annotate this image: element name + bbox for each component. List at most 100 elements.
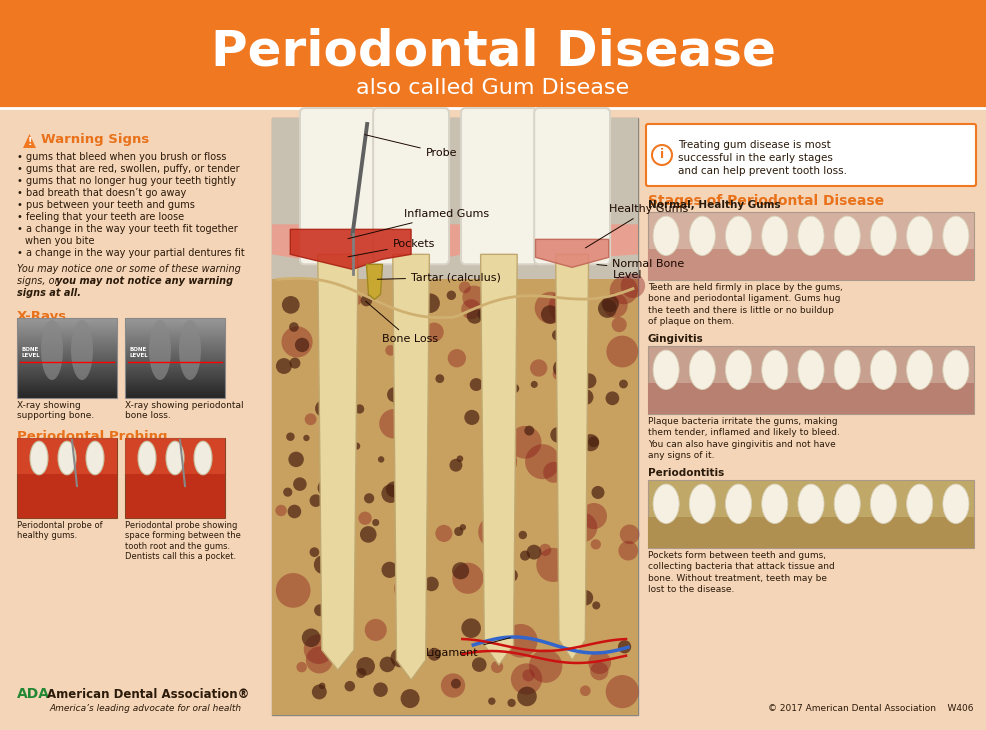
Bar	[17, 385, 117, 386]
Circle shape	[382, 561, 397, 578]
Bar	[125, 327, 225, 328]
Bar	[17, 366, 117, 367]
Circle shape	[435, 525, 453, 542]
Bar	[648, 518, 974, 548]
Bar	[0, 0, 986, 108]
Bar	[125, 397, 225, 398]
Bar	[17, 370, 117, 371]
Circle shape	[496, 330, 509, 342]
Bar	[17, 319, 117, 320]
Bar	[17, 335, 117, 336]
FancyBboxPatch shape	[646, 124, 976, 186]
Circle shape	[358, 512, 372, 525]
Bar	[125, 348, 225, 349]
Circle shape	[295, 338, 310, 352]
Circle shape	[315, 604, 326, 616]
Circle shape	[447, 291, 457, 300]
Text: © 2017 American Dental Association    W406: © 2017 American Dental Association W406	[768, 704, 974, 713]
Circle shape	[424, 577, 439, 591]
Bar	[17, 330, 117, 331]
Circle shape	[605, 391, 619, 405]
Bar	[17, 354, 117, 355]
Circle shape	[560, 583, 574, 596]
Bar	[17, 392, 117, 393]
Circle shape	[351, 295, 362, 305]
Circle shape	[405, 438, 418, 451]
Circle shape	[572, 569, 581, 577]
Circle shape	[620, 525, 640, 544]
Circle shape	[489, 526, 498, 535]
Circle shape	[611, 317, 627, 332]
Bar	[125, 396, 225, 397]
Bar	[272, 118, 638, 357]
Bar	[17, 333, 117, 334]
Bar	[125, 373, 225, 374]
Ellipse shape	[71, 320, 93, 380]
Polygon shape	[535, 239, 608, 267]
Bar	[125, 340, 225, 341]
Bar	[17, 356, 117, 357]
Circle shape	[288, 452, 304, 467]
Circle shape	[336, 519, 348, 531]
Circle shape	[578, 389, 594, 405]
Text: • bad breath that doesn’t go away: • bad breath that doesn’t go away	[17, 188, 186, 198]
Bar	[125, 354, 225, 355]
Bar	[17, 391, 117, 392]
Bar	[125, 390, 225, 391]
Ellipse shape	[798, 484, 824, 523]
Ellipse shape	[834, 216, 860, 255]
Circle shape	[327, 368, 334, 375]
Circle shape	[290, 358, 301, 369]
Bar	[17, 329, 117, 330]
Ellipse shape	[798, 216, 824, 255]
Circle shape	[598, 299, 617, 318]
Bar	[17, 321, 117, 322]
Bar	[125, 318, 225, 398]
Circle shape	[543, 462, 564, 483]
Text: Bone Loss: Bone Loss	[366, 301, 438, 345]
Bar	[125, 394, 225, 395]
Circle shape	[589, 437, 599, 447]
Circle shape	[276, 358, 292, 374]
Text: signs, or: signs, or	[17, 276, 62, 286]
Circle shape	[591, 539, 600, 550]
Ellipse shape	[871, 484, 896, 523]
Text: X-Rays: X-Rays	[17, 310, 67, 323]
Circle shape	[485, 318, 492, 326]
Circle shape	[310, 548, 319, 557]
Ellipse shape	[58, 441, 76, 474]
Bar	[125, 367, 225, 368]
Bar	[125, 345, 225, 346]
Circle shape	[518, 687, 536, 706]
Circle shape	[353, 442, 360, 450]
Circle shape	[461, 299, 481, 319]
Bar	[17, 353, 117, 354]
Text: X-ray showing
supporting bone.: X-ray showing supporting bone.	[17, 401, 95, 420]
Bar	[17, 347, 117, 348]
Circle shape	[312, 685, 326, 699]
Text: Pockets form between teeth and gums,
collecting bacteria that attack tissue and
: Pockets form between teeth and gums, col…	[648, 551, 835, 594]
Bar	[17, 360, 117, 361]
Circle shape	[393, 394, 412, 412]
Circle shape	[488, 697, 496, 705]
Bar	[17, 364, 117, 365]
Ellipse shape	[906, 484, 933, 523]
Circle shape	[539, 544, 551, 556]
Bar	[125, 349, 225, 350]
Bar	[125, 385, 225, 386]
Bar	[125, 355, 225, 356]
Circle shape	[618, 640, 631, 653]
Bar	[17, 327, 117, 328]
Circle shape	[390, 648, 409, 667]
Circle shape	[589, 651, 611, 674]
Circle shape	[491, 661, 503, 673]
Bar	[17, 388, 117, 389]
Ellipse shape	[726, 484, 751, 523]
Bar	[17, 373, 117, 374]
Bar	[125, 321, 225, 322]
Bar	[17, 332, 117, 333]
Circle shape	[548, 289, 584, 325]
FancyBboxPatch shape	[461, 108, 536, 264]
Bar	[17, 374, 117, 375]
Ellipse shape	[149, 320, 171, 380]
